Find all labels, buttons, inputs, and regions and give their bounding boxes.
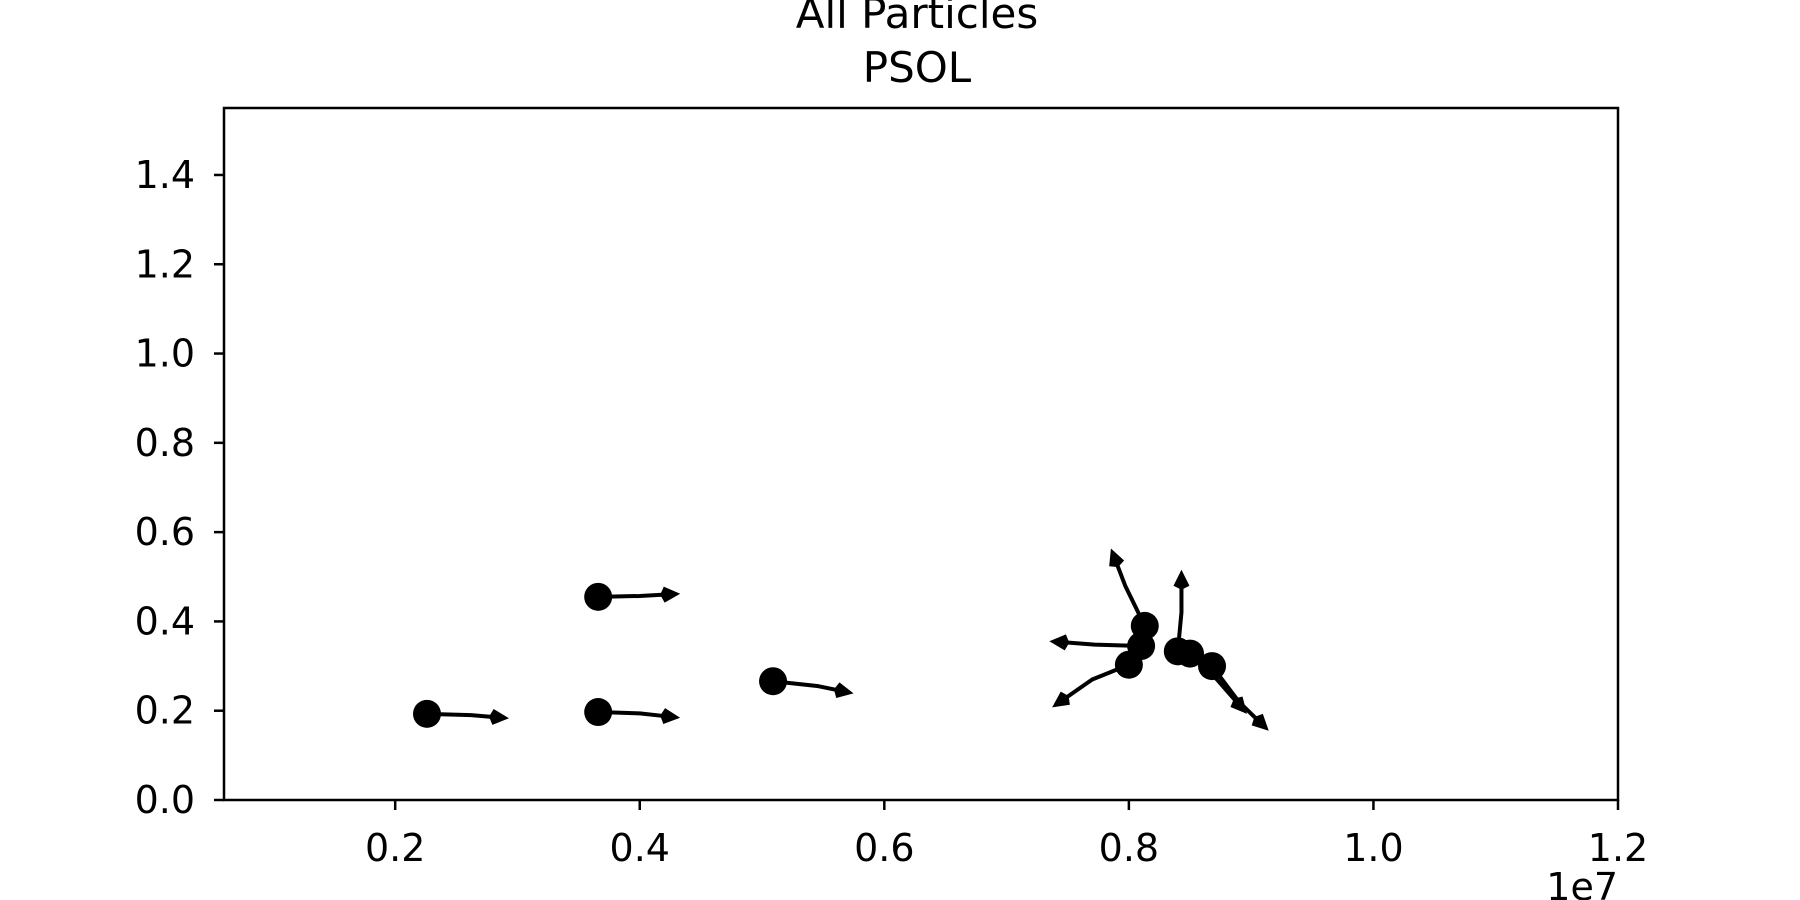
particle-arrowhead [1251, 713, 1269, 731]
y-tick-label: 1.2 [135, 242, 195, 286]
y-tick-label: 0.2 [135, 689, 195, 733]
particle [1109, 548, 1159, 640]
particle-point [1198, 652, 1227, 681]
particle [584, 698, 681, 727]
particle-trail [426, 711, 494, 719]
particle-trail [772, 679, 839, 693]
x-tick-label: 1.0 [1343, 826, 1403, 870]
particle [1052, 650, 1143, 708]
x-tick-label: 0.2 [365, 826, 425, 870]
particle-arrowhead [1173, 569, 1190, 590]
particle-arrowhead [660, 708, 681, 725]
x-tick-label: 1.2 [1588, 826, 1648, 870]
particle-point [759, 667, 788, 696]
particle-series [412, 548, 1269, 731]
x-tick-label: 0.4 [610, 826, 670, 870]
chart-title-line-1: All Particles [796, 0, 1038, 38]
particle-point [584, 698, 613, 727]
particle-arrowhead [1049, 634, 1070, 651]
particle-arrowhead [1109, 548, 1125, 568]
plot-frame [222, 106, 1620, 802]
x-tick-label: 0.6 [854, 826, 914, 870]
particle-arrowhead [489, 708, 509, 725]
particle-arrowhead [1230, 696, 1248, 714]
particle-trail [1114, 562, 1147, 627]
particle-point [412, 699, 441, 728]
particle-trail [1210, 664, 1259, 722]
particle [759, 667, 854, 699]
particle-point [1130, 611, 1159, 640]
y-tick-label: 0.8 [135, 421, 195, 465]
chart-title: All Particles PSOL [796, 0, 1038, 92]
particle-arrowhead [833, 682, 854, 699]
y-tick-label: 0.4 [135, 599, 195, 643]
particle [1198, 652, 1269, 731]
x-axis: 0.2 0.4 0.6 0.8 1.0 1.2 [365, 800, 1648, 870]
x-axis-offset-label: 1e7 [1546, 865, 1618, 900]
particle [412, 699, 509, 728]
particle [584, 582, 681, 611]
particle-point [1176, 639, 1205, 668]
y-tick-label: 1.4 [135, 153, 195, 197]
particle-point [584, 582, 613, 611]
particle-arrowhead [660, 586, 681, 603]
particle-arrowhead [1052, 691, 1070, 708]
chart-title-line-2: PSOL [863, 43, 972, 92]
y-tick-label: 0.0 [135, 778, 195, 822]
x-tick-label: 0.8 [1099, 826, 1159, 870]
y-tick-label: 0.6 [135, 510, 195, 554]
y-tick-label: 1.0 [135, 332, 195, 376]
y-axis: 0.0 0.2 0.4 0.6 0.8 1.0 1.2 1.4 [135, 153, 224, 822]
particle-trail [1065, 640, 1142, 648]
